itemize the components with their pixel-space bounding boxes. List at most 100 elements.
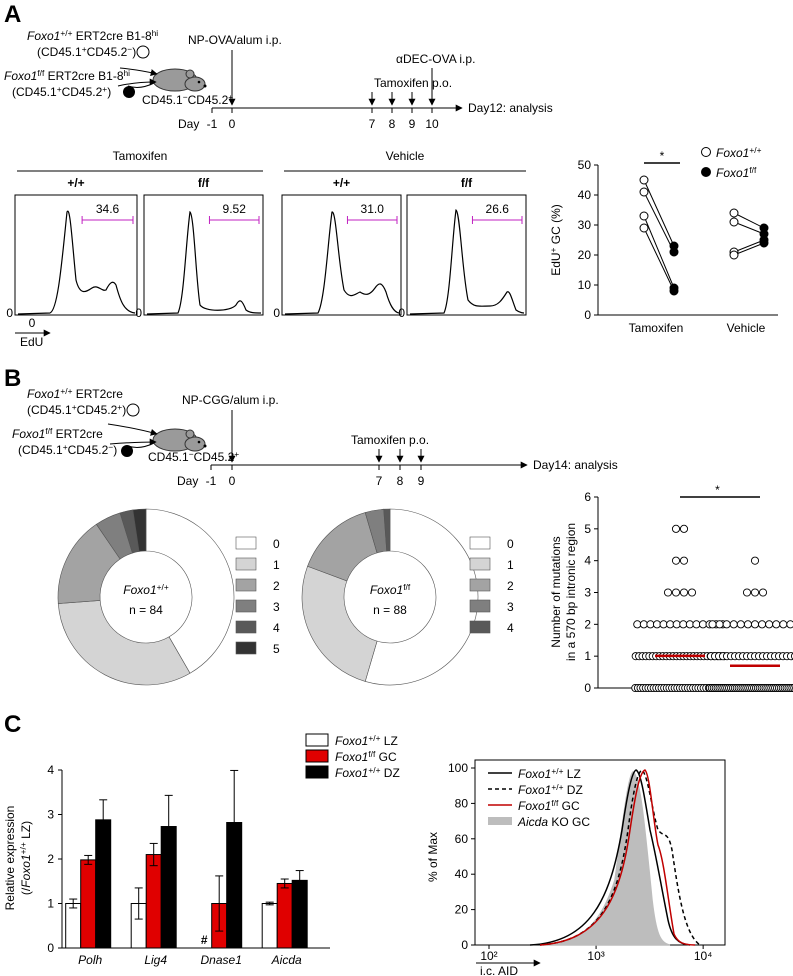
pie-center-label: Foxo1+/+ (123, 582, 169, 597)
text-run: Aicda (517, 815, 548, 829)
text-run: LZ) (19, 821, 33, 842)
text-run: ERT2cre B1-8 (44, 69, 123, 83)
text-run: f/f (403, 582, 411, 592)
panel-label: A (4, 1, 21, 28)
y-tick-label: 2 (47, 852, 54, 866)
text-run: +/+ (551, 766, 563, 776)
histogram-frame (14, 194, 138, 316)
legend-label: 3 (273, 600, 280, 614)
y-tick-label: 0 (461, 938, 468, 952)
text-run: +/+ (18, 842, 28, 854)
day-tick-label: 8 (389, 117, 396, 131)
x-axis-label: i.c. AID (480, 964, 518, 976)
bar (276, 882, 293, 949)
pie-slice (301, 565, 378, 682)
data-point (679, 524, 689, 533)
legend-label: Aicda KO GC (517, 815, 590, 829)
legend-label: 2 (273, 579, 280, 593)
y-tick-label: 5 (584, 522, 591, 536)
pie-n-label: n = 84 (129, 603, 163, 617)
genotype-label: f/f (198, 176, 210, 190)
y-tick-label: 1 (584, 649, 591, 663)
pie-slice (57, 600, 191, 686)
data-point (790, 684, 793, 692)
text-run: Foxo1 (370, 583, 403, 597)
recipient-label: CD45.1−CD45.2+ (148, 449, 239, 464)
gate-value: 9.52 (223, 202, 247, 216)
histogram-curve (146, 210, 262, 315)
legend-label: 4 (273, 621, 280, 635)
text-run: Foxo1 (716, 166, 749, 180)
pie-slice (383, 508, 391, 552)
text-run: Foxo1 (518, 767, 551, 781)
pair-line (733, 212, 765, 229)
legend-label: 4 (507, 621, 514, 635)
group-header: Tamoxifen (113, 149, 168, 163)
text-run: Foxo1 (19, 854, 33, 887)
day-tick-label: 7 (369, 117, 376, 131)
text-run: + (72, 402, 77, 412)
genotype-label: +/+ (333, 176, 350, 190)
text-run: Foxo1 (12, 427, 45, 441)
y-tick-label: 0 (584, 681, 591, 695)
text-run: + (228, 92, 233, 102)
recipient-label: CD45.1−CD45.2+ (142, 92, 233, 107)
text-run: + (57, 84, 62, 94)
y-tick-label: 100 (448, 761, 468, 775)
text-run: ) (122, 403, 126, 417)
pie-center-label: Foxo1f/f (370, 582, 411, 597)
donor-markers-label: (CD45.1+CD45.2−) (37, 44, 136, 59)
day-tick-label: 0 (229, 474, 236, 488)
legend-label: 1 (507, 558, 514, 572)
text-run: KO GC (548, 815, 590, 829)
text-run: ) (113, 443, 117, 457)
treatment-label: Tamoxifen p.o. (374, 76, 452, 90)
day-tick-label: 9 (418, 474, 425, 488)
text-run: +/+ (157, 582, 169, 592)
pair-line (733, 221, 765, 235)
data-point (715, 620, 724, 629)
legend-swatch (305, 749, 329, 763)
day-tick-label: 10 (425, 117, 439, 131)
y-zero-label: 0 (6, 306, 13, 320)
histogram-frame (281, 194, 402, 316)
text-run: +/+ (551, 782, 563, 792)
legend-label: Foxo1f/f (716, 165, 757, 180)
text-run: Foxo1 (716, 146, 749, 160)
text-run: − (183, 92, 188, 102)
legend-label: Foxo1+/+ LZ (335, 733, 398, 748)
data-point (669, 286, 679, 296)
text-run: CD45.2 (62, 85, 103, 99)
text-run: f/f (368, 749, 376, 759)
data-point (758, 620, 767, 629)
data-point (758, 588, 768, 597)
genotype-label: f/f (461, 176, 473, 190)
data-point (671, 588, 681, 597)
y-tick-label: 80 (455, 796, 469, 810)
legend-swatch (235, 620, 257, 634)
legend-swatch (469, 599, 491, 613)
y-axis-label: in a 570 bp intronic region (564, 523, 578, 661)
histogram-frame (143, 194, 264, 316)
x-tick-label: Vehicle (727, 321, 766, 335)
pair-line (733, 242, 765, 256)
data-point (639, 620, 648, 629)
legend-label: Foxo1f/f GC (518, 798, 580, 813)
text-run: hi (152, 28, 159, 38)
y-tick-label: 40 (578, 188, 592, 202)
text-run: GC (558, 799, 580, 813)
y-tick-label: 10 (578, 278, 592, 292)
histogram-curve (409, 209, 525, 315)
text-run: CD45.2 (77, 403, 118, 417)
donor-markers-label: (CD45.1+CD45.2−) (18, 442, 117, 457)
bar (145, 854, 162, 949)
data-point (765, 620, 774, 629)
text-run: CD45.2 (194, 450, 235, 464)
text-run: (CD45.1 (37, 45, 82, 59)
pair-line (733, 239, 765, 253)
day-tick-label: 0 (229, 117, 236, 131)
text-run: (CD45.1 (18, 443, 63, 457)
significance-mark: * (715, 483, 720, 497)
legend-swatch (305, 765, 329, 779)
pie-slice (364, 508, 479, 686)
